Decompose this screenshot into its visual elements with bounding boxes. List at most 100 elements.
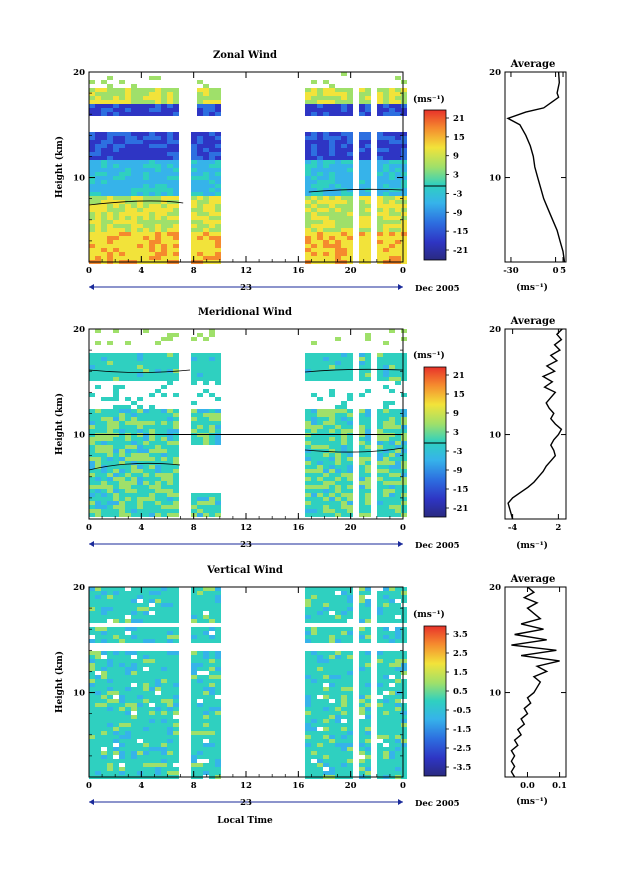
heatmap-cell — [89, 469, 95, 473]
heatmap-cell — [107, 224, 113, 228]
heatmap-cell — [101, 228, 107, 232]
heatmap-cell — [377, 188, 383, 192]
heatmap-cell — [107, 465, 113, 469]
heatmap-cell — [365, 389, 371, 393]
heatmap-cell — [113, 369, 119, 373]
heatmap-cell — [311, 699, 317, 703]
heatmap-cell — [323, 655, 329, 659]
heatmap-cell — [383, 501, 389, 505]
colorbar-tick-label: -2.5 — [453, 744, 471, 754]
heatmap-cell — [119, 80, 125, 84]
heatmap-cell — [383, 140, 389, 144]
heatmap-cell — [311, 711, 317, 715]
heatmap-cell — [329, 481, 335, 485]
heatmap-cell — [155, 168, 161, 172]
heatmap-cell — [167, 639, 173, 643]
heatmap-cell — [125, 224, 131, 228]
heatmap-cell — [323, 373, 329, 377]
heatmap-cell — [359, 485, 365, 489]
heatmap-cell — [161, 248, 167, 252]
heatmap-cell — [335, 767, 341, 771]
heatmap-cell — [311, 393, 317, 397]
heatmap-cell — [389, 228, 395, 232]
heatmap-cell — [101, 373, 107, 377]
heatmap-cell — [215, 236, 221, 240]
heatmap-cell — [119, 144, 125, 148]
heatmap-cell — [359, 711, 365, 715]
heatmap-cell — [401, 687, 407, 691]
heatmap-cell — [347, 497, 353, 501]
heatmap-cell — [137, 485, 143, 489]
heatmap-cell — [377, 421, 383, 425]
heatmap-cell — [305, 188, 311, 192]
heatmap-cell — [107, 397, 113, 401]
heatmap-cell — [311, 208, 317, 212]
heatmap-cell — [359, 509, 365, 513]
heatmap-cell — [209, 180, 215, 184]
heatmap-cell — [107, 160, 113, 164]
heatmap-cell — [401, 216, 407, 220]
heatmap-cell — [395, 501, 401, 505]
heatmap-cell — [365, 663, 371, 667]
heatmap-cell — [317, 172, 323, 176]
heatmap-cell — [347, 627, 353, 631]
heatmap-cell — [215, 635, 221, 639]
heatmap-cell — [155, 421, 161, 425]
heatmap-cell — [143, 719, 149, 723]
heatmap-cell — [335, 751, 341, 755]
heatmap-cell — [335, 505, 341, 509]
heatmap-cell — [119, 505, 125, 509]
heatmap-cell — [191, 639, 197, 643]
heatmap-cell — [377, 719, 383, 723]
heatmap-cell — [329, 755, 335, 759]
y-tick-label: 20 — [73, 325, 85, 335]
heatmap-cell — [95, 144, 101, 148]
heatmap-cell — [161, 691, 167, 695]
heatmap-cell — [89, 192, 95, 196]
heatmap-cell — [359, 393, 365, 397]
heatmap-cell — [329, 485, 335, 489]
heatmap-cell — [365, 144, 371, 148]
heatmap-cell — [323, 441, 329, 445]
heatmap-cell — [389, 361, 395, 365]
heatmap-cell — [149, 715, 155, 719]
heatmap-cell — [89, 493, 95, 497]
heatmap-cell — [341, 651, 347, 655]
heatmap-cell — [131, 631, 137, 635]
heatmap-cell — [377, 172, 383, 176]
heatmap-cell — [167, 747, 173, 751]
heatmap-cell — [155, 228, 161, 232]
heatmap-cell — [215, 208, 221, 212]
colorbar-tick-label: 9 — [453, 409, 459, 419]
heatmap-cell — [191, 667, 197, 671]
heatmap-cell — [329, 763, 335, 767]
heatmap-cell — [143, 441, 149, 445]
heatmap-cell — [101, 196, 107, 200]
heatmap-cell — [317, 719, 323, 723]
heatmap-cell — [143, 445, 149, 449]
heatmap-cell — [161, 763, 167, 767]
heatmap-cell — [383, 465, 389, 469]
heatmap-cell — [107, 252, 113, 256]
heatmap-cell — [113, 771, 119, 775]
heatmap-cell — [101, 160, 107, 164]
heatmap-cell — [341, 401, 347, 405]
heatmap-cell — [131, 104, 137, 108]
heatmap-cell — [173, 743, 179, 747]
heatmap-cell — [365, 691, 371, 695]
heatmap-cell — [341, 469, 347, 473]
heatmap-cell — [305, 244, 311, 248]
heatmap-cell — [95, 196, 101, 200]
heatmap-cell — [173, 417, 179, 421]
heatmap-cell — [383, 200, 389, 204]
heatmap-cell — [137, 232, 143, 236]
heatmap-cell — [161, 695, 167, 699]
heatmap-cell — [155, 743, 161, 747]
heatmap-cell — [101, 683, 107, 687]
heatmap-cell — [335, 361, 341, 365]
heatmap-cell — [167, 485, 173, 489]
heatmap-cell — [347, 755, 353, 759]
heatmap-cell — [89, 763, 95, 767]
heatmap-cell — [317, 671, 323, 675]
heatmap-cell — [107, 248, 113, 252]
